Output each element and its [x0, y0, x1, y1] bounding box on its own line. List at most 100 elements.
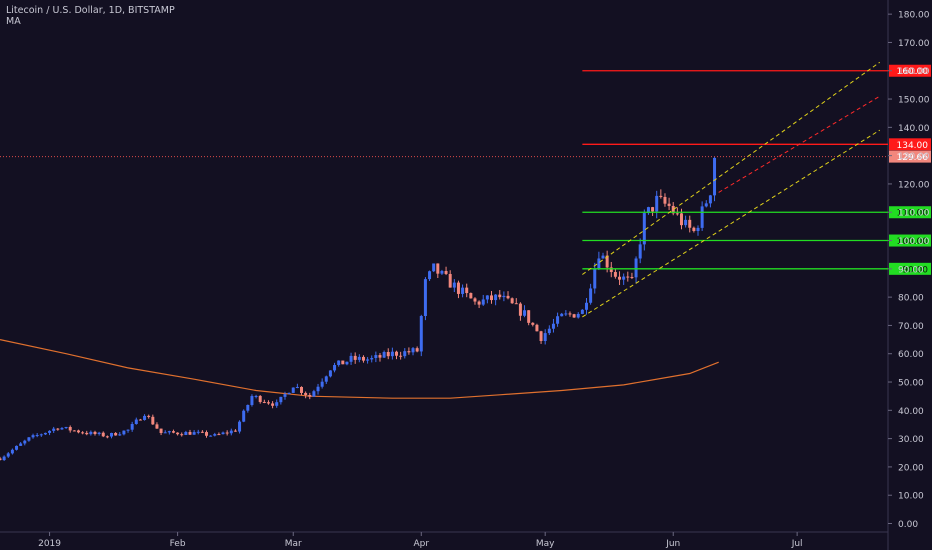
candle-body — [564, 313, 568, 315]
y-tick-label: 180.00 — [898, 11, 930, 21]
y-tick-label: 60.00 — [898, 350, 924, 360]
symbol-title[interactable]: Litecoin / U.S. Dollar, 1D, BITSTAMP — [6, 5, 175, 16]
level-price-label: 160.00 — [897, 67, 929, 77]
candle-body — [485, 295, 489, 300]
candle-body — [551, 323, 555, 329]
candle-body — [448, 273, 452, 288]
time-axis[interactable]: 2019 Feb Mar Apr May Jun Jul — [38, 532, 803, 549]
candle-body — [19, 443, 23, 446]
x-tick-label: May — [536, 539, 555, 549]
candle-body — [366, 359, 370, 361]
candle-body — [279, 396, 283, 403]
candle-body — [122, 430, 126, 435]
x-tick-label: Apr — [413, 539, 429, 549]
candle-body — [370, 358, 374, 360]
candle-body — [556, 316, 560, 324]
candle-body — [477, 301, 481, 305]
candle-body — [630, 276, 634, 278]
candle-body — [266, 402, 270, 404]
candle-body — [547, 328, 551, 334]
candle-body — [205, 432, 209, 436]
candle-body — [39, 434, 43, 436]
y-tick-label: 170.00 — [898, 39, 930, 49]
candle-body — [130, 424, 134, 430]
moving-average-group — [0, 339, 719, 399]
candle-body — [403, 351, 407, 357]
level-price-tag — [889, 138, 931, 151]
candle-body — [233, 430, 237, 432]
candle-body — [2, 456, 6, 461]
candle-body — [275, 402, 279, 406]
candle-body — [651, 207, 655, 212]
candle-body — [283, 394, 287, 397]
candle-body — [196, 431, 200, 433]
candle-body — [163, 432, 167, 434]
candle-body — [295, 386, 299, 388]
candle-body — [646, 207, 650, 214]
candle-body — [171, 431, 175, 433]
candle-body — [10, 449, 14, 454]
candle-body — [527, 310, 531, 323]
candle-body — [609, 267, 613, 273]
candle-body — [502, 295, 506, 298]
channel-group — [582, 61, 881, 318]
candle-body — [688, 219, 692, 228]
candle-body — [618, 276, 622, 280]
candle-body — [684, 219, 688, 226]
candle-body — [353, 355, 357, 360]
candle-body — [613, 272, 617, 277]
candle-body — [304, 392, 308, 396]
candle-body — [386, 352, 390, 357]
candle-body — [184, 431, 188, 435]
candle-body — [291, 387, 295, 393]
level-price-label: 100.00 — [897, 237, 929, 247]
candle-body — [357, 356, 361, 360]
indicator-label[interactable]: MA — [6, 16, 21, 27]
candle-body — [593, 268, 597, 289]
channel-lower-line — [582, 129, 881, 318]
candle-body — [423, 279, 427, 317]
candle-body — [258, 395, 262, 402]
candles-group — [0, 157, 717, 461]
candle-body — [0, 458, 2, 461]
y-tick-label: 50.00 — [898, 379, 924, 389]
candle-body — [568, 313, 572, 315]
candle-body — [349, 355, 353, 362]
candle-body — [700, 206, 704, 228]
candle-body — [242, 410, 246, 422]
level-price-label: 110.00 — [897, 209, 929, 219]
candle-body — [176, 432, 180, 435]
candle-body — [382, 352, 386, 358]
level-price-tag — [889, 206, 931, 219]
candle-body — [250, 396, 254, 405]
x-tick-label: 2019 — [38, 539, 61, 549]
level-price-tag — [889, 234, 931, 247]
candle-body — [498, 294, 502, 298]
candle-body — [246, 404, 250, 411]
candle-body — [328, 370, 332, 377]
candle-body — [110, 432, 114, 437]
candle-body — [444, 270, 448, 274]
candle-body — [597, 258, 601, 269]
candle-body — [101, 432, 105, 437]
candle-body — [675, 213, 679, 215]
candle-body — [560, 313, 564, 317]
candle-body — [589, 288, 593, 303]
candle-body — [584, 302, 588, 310]
candle-body — [361, 356, 365, 361]
y-tick-label: 20.00 — [898, 463, 924, 473]
candle-body — [188, 431, 192, 435]
price-axis[interactable]: 0.00 10.00 20.00 30.00 40.00 50.00 60.00 70.00 8… — [888, 11, 930, 530]
candle-body — [659, 195, 663, 197]
candle-body — [345, 361, 349, 365]
candle-body — [200, 431, 204, 433]
candle-body — [221, 432, 225, 435]
candle-body — [56, 428, 60, 430]
candle-body — [390, 351, 394, 357]
candle-body — [333, 365, 337, 371]
x-tick-label: Jun — [665, 539, 680, 549]
candle-body — [494, 294, 498, 301]
candle-body — [320, 381, 324, 387]
